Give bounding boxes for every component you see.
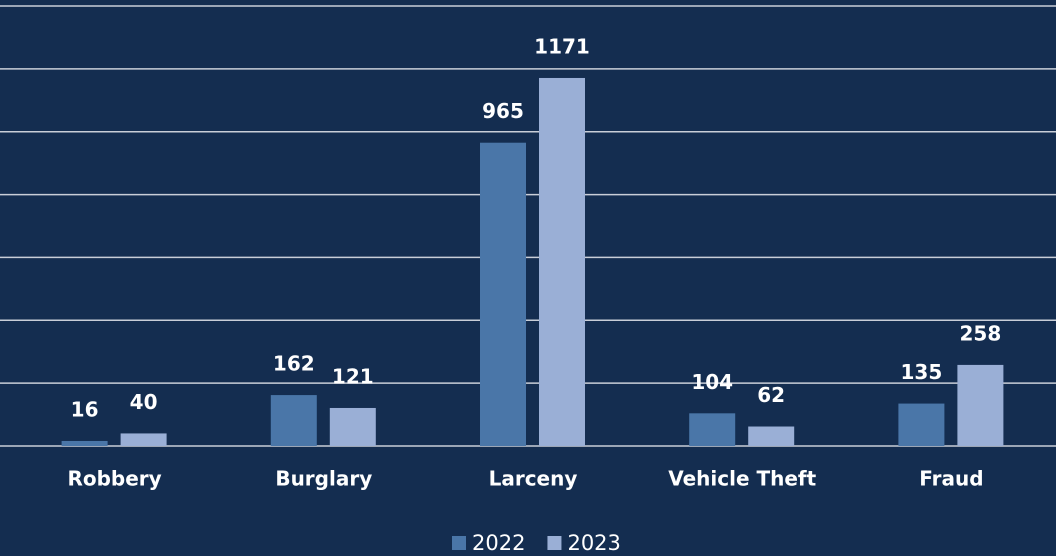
data-label: 40 [130,390,158,414]
x-tick-label: Vehicle Theft [668,467,816,491]
data-label: 104 [691,370,733,394]
bar [748,426,795,446]
data-label: 162 [273,352,315,376]
data-label: 121 [332,364,374,388]
bar [61,440,108,446]
legend-label: 2023 [567,531,620,555]
bar [120,433,167,446]
bar [329,407,376,446]
bar [270,395,317,446]
bar [957,364,1004,446]
data-label: 258 [960,321,1002,345]
bar [480,142,526,446]
x-tick-label: Fraud [919,467,983,491]
legend-swatch [547,536,562,550]
data-label: 62 [757,383,785,407]
bar [689,413,736,446]
data-label: 965 [482,99,524,123]
data-label: 1171 [534,34,590,58]
legend-swatch [452,536,466,550]
bar [539,77,585,446]
data-label: 135 [901,360,943,384]
x-tick-label: Larceny [489,467,578,491]
x-tick-label: Burglary [275,467,372,491]
legend-label: 2022 [472,531,525,555]
bar [898,403,945,446]
data-label: 16 [71,397,99,421]
x-tick-label: Robbery [67,467,161,491]
